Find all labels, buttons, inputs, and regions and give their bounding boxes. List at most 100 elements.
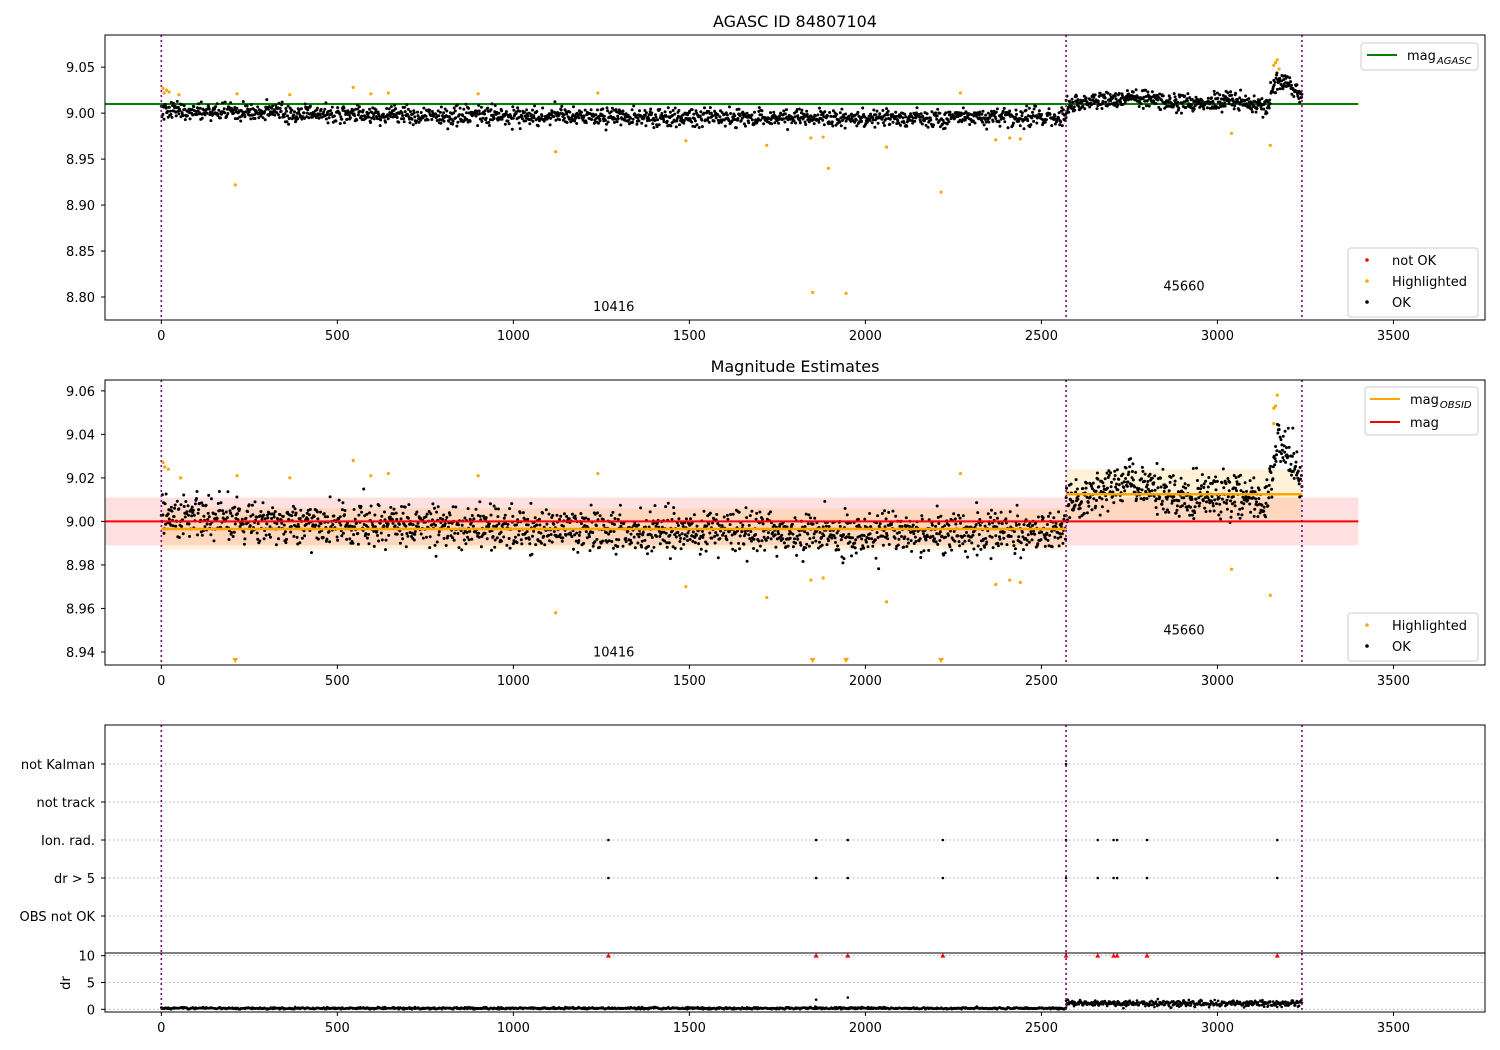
ok-point <box>1281 87 1285 91</box>
ok-point <box>283 530 287 534</box>
ok-point <box>821 118 825 122</box>
ok-point <box>302 111 306 115</box>
ok-point <box>1106 91 1110 95</box>
ok-point <box>786 128 790 131</box>
ok-point <box>950 548 954 552</box>
ok-point <box>936 542 940 546</box>
ok-point <box>1195 466 1198 470</box>
ok-point <box>236 117 239 121</box>
ok-point <box>404 524 408 528</box>
ok-point <box>1040 530 1044 534</box>
ok-point <box>230 514 234 518</box>
ok-point <box>967 539 971 543</box>
ok-point <box>935 504 939 508</box>
ok-point <box>605 531 608 535</box>
ok-point <box>503 513 507 517</box>
ok-point <box>682 537 686 541</box>
ok-point <box>226 490 230 494</box>
ok-point <box>753 110 756 114</box>
ok-point <box>442 111 446 115</box>
ok-point <box>361 108 365 112</box>
ok-point <box>305 511 309 515</box>
ok-point <box>506 119 510 123</box>
ok-point <box>692 513 696 517</box>
ok-point <box>394 511 398 515</box>
ok-point <box>383 510 386 514</box>
ok-point <box>209 119 213 123</box>
ok-point <box>442 536 446 540</box>
ok-point <box>222 512 226 516</box>
ok-point <box>1139 102 1143 106</box>
ok-point <box>1164 510 1168 514</box>
highlighted-point <box>369 92 373 96</box>
ok-point <box>218 116 222 120</box>
ok-point <box>395 532 399 536</box>
ok-point <box>343 509 347 512</box>
ok-point <box>896 119 900 123</box>
ok-point <box>306 108 310 112</box>
ok-point <box>859 547 863 551</box>
ok-point <box>372 117 376 121</box>
ok-point <box>769 537 773 541</box>
ok-point <box>359 504 363 508</box>
ok-point <box>515 541 519 545</box>
ok-point <box>273 510 277 514</box>
ok-point <box>1096 99 1100 103</box>
ok-point <box>1137 105 1141 108</box>
ok-point <box>166 512 170 516</box>
ok-point <box>685 534 689 538</box>
ok-point <box>613 517 617 521</box>
axes-frame <box>104 379 1486 666</box>
ok-point <box>664 531 668 535</box>
ok-point <box>1205 490 1209 494</box>
ok-point <box>272 512 276 516</box>
ok-point <box>601 539 605 543</box>
ok-point <box>319 510 322 514</box>
ok-point <box>500 117 504 121</box>
ok-point <box>1009 534 1013 538</box>
ok-point <box>994 534 998 538</box>
ok-point <box>925 112 929 116</box>
ok-point <box>1154 506 1158 510</box>
highlighted-point <box>476 474 480 478</box>
ok-point <box>1298 100 1302 104</box>
ok-point <box>329 109 333 113</box>
ok-point <box>468 517 472 521</box>
ok-point <box>682 542 686 546</box>
off-scale-marker <box>938 658 945 663</box>
ok-point <box>1039 538 1043 542</box>
ok-point <box>1157 96 1161 100</box>
ok-point <box>636 541 640 545</box>
flag-point <box>1064 762 1068 766</box>
ok-point <box>1252 94 1256 98</box>
ok-point <box>681 525 685 528</box>
ok-point <box>957 540 961 544</box>
ok-point <box>454 505 458 509</box>
ok-point <box>1005 543 1009 547</box>
ok-point <box>829 114 833 118</box>
ok-point <box>466 507 470 511</box>
ok-point <box>626 113 630 117</box>
ok-point <box>676 524 680 527</box>
ok-point <box>369 121 373 124</box>
highlighted-point <box>1229 567 1234 571</box>
ok-point <box>1012 530 1016 534</box>
ok-point <box>794 541 798 545</box>
ok-point <box>968 123 972 126</box>
ok-point <box>483 531 487 535</box>
ok-point <box>1258 98 1262 102</box>
ok-point <box>1032 107 1036 111</box>
ok-point <box>519 538 523 542</box>
ok-point <box>526 114 530 118</box>
ok-point <box>939 514 943 518</box>
ok-point <box>618 503 622 507</box>
ok-point <box>1121 472 1125 476</box>
ok-point <box>758 544 762 548</box>
ok-point <box>913 535 917 539</box>
ok-point <box>405 532 409 535</box>
ok-point <box>456 120 460 124</box>
ok-point <box>1296 476 1300 480</box>
highlighted-point <box>884 145 889 149</box>
ok-point <box>962 534 966 538</box>
ok-point <box>461 114 465 118</box>
